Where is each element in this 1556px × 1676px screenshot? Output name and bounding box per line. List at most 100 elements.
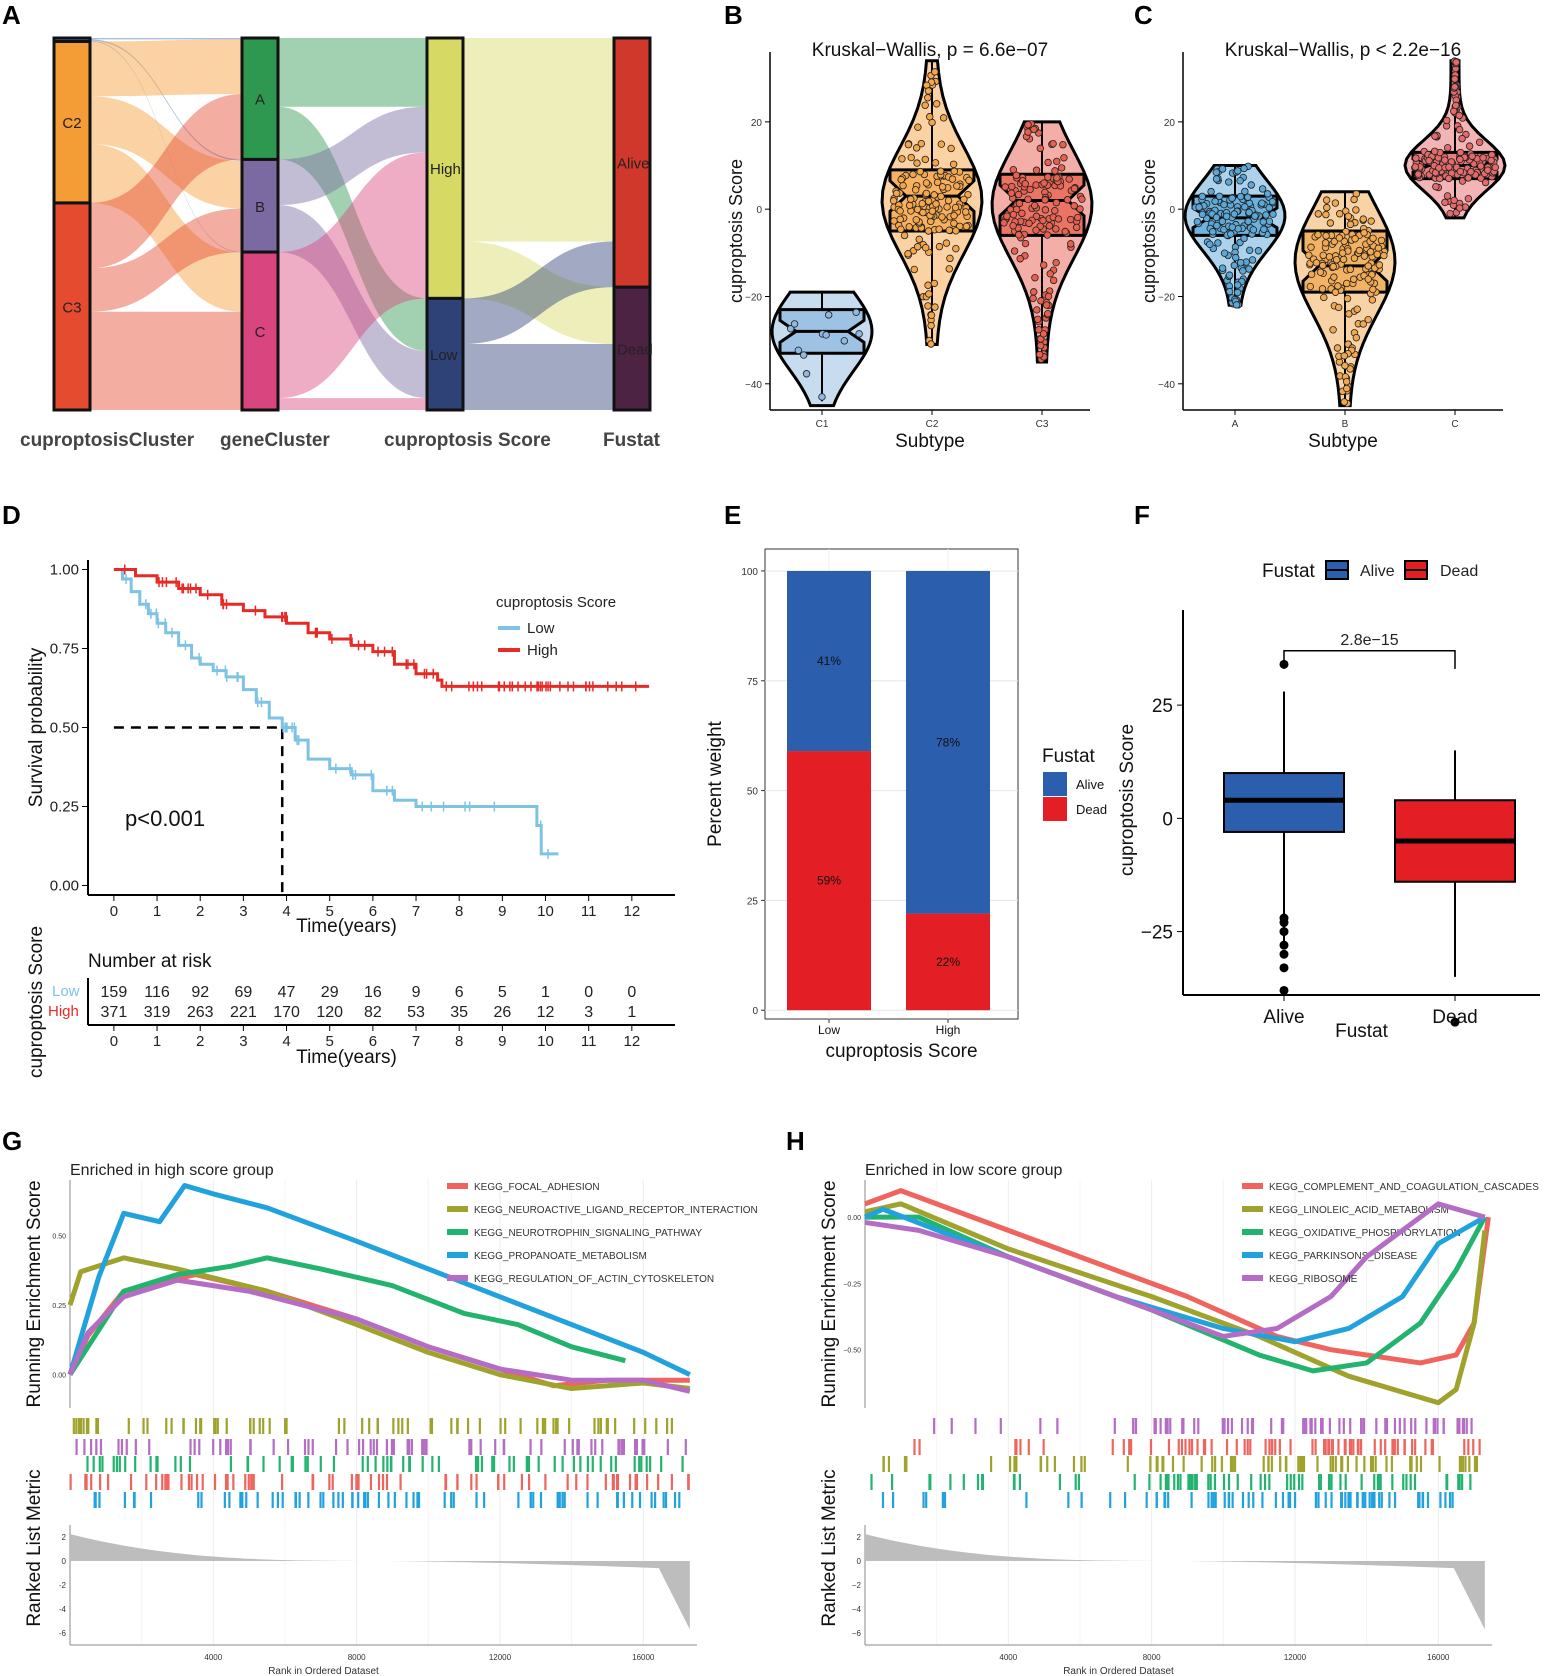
sankey-flow-18 — [463, 344, 614, 410]
jitter-point — [1032, 181, 1040, 189]
x-tick-label: 3 — [239, 903, 247, 920]
jitter-point — [1322, 232, 1330, 240]
jitter-point — [933, 178, 942, 187]
jitter-point — [1193, 217, 1202, 226]
jitter-point — [1359, 320, 1367, 328]
y-tick-label: 20 — [751, 118, 763, 129]
jitter-point — [1033, 306, 1041, 314]
legend-title: Fustat — [1042, 746, 1096, 767]
risk-y-axis-title: cuproptosis Score — [26, 926, 47, 1078]
es-tick-label: 0.00 — [52, 1373, 66, 1380]
jitter-point — [904, 250, 912, 258]
jitter-point — [1241, 203, 1249, 211]
jitter-point — [1059, 141, 1067, 149]
jitter-point — [922, 189, 931, 198]
survival-chart: 0.000.250.500.751.000 1 2 3 4 5 6 7 8 9 10 11 12Time… — [26, 560, 675, 1078]
x-tick-label: 16000 — [632, 1653, 655, 1662]
jitter-point — [1052, 225, 1060, 233]
x-tick-label: A — [1232, 419, 1239, 430]
jitter-point — [790, 320, 799, 328]
jitter-point — [1464, 174, 1473, 182]
jitter-point — [1316, 268, 1325, 276]
legend-swatch-alive — [1043, 772, 1067, 796]
chart-title: Enriched in low score group — [865, 1162, 1063, 1179]
y-tick-label: 50 — [747, 787, 759, 798]
x-tick-label: 16000 — [1427, 1653, 1450, 1662]
jitter-point — [1251, 212, 1259, 220]
y-tick-label: 0 — [1169, 205, 1175, 216]
x-tick-label: 7 — [412, 903, 420, 920]
y-tick-label: 0 — [756, 205, 762, 216]
sankey-flow-0 — [90, 38, 242, 40]
sankey-node-dead — [612, 285, 652, 412]
jitter-point — [1227, 230, 1235, 238]
jitter-point — [1040, 179, 1048, 187]
y-tick-label: 25 — [747, 896, 759, 907]
x-axis-title: Rank in Ordered Dataset — [1063, 1666, 1174, 1676]
risk-count-high: 3 — [584, 1004, 593, 1021]
jitter-point — [1060, 154, 1068, 162]
jitter-point — [1341, 361, 1349, 370]
risk-count-low: 0 — [584, 984, 593, 1001]
y-tick-label: −40 — [1158, 380, 1175, 391]
risk-count-high: 170 — [273, 1004, 300, 1021]
jitter-point — [1332, 256, 1341, 264]
jitter-point — [1051, 167, 1059, 175]
panel-label-f: F — [1134, 500, 1150, 530]
jitter-point — [896, 207, 904, 215]
jitter-point — [930, 191, 938, 199]
jitter-point — [1070, 202, 1078, 210]
y-axis-title: Running Enrichment Score — [24, 1180, 45, 1407]
jitter-point — [1230, 210, 1239, 218]
y-tick-label: −20 — [745, 292, 762, 303]
jitter-point — [965, 176, 973, 185]
jitter-point — [1014, 190, 1023, 199]
y-axis-title: cuproptosis Score — [726, 159, 746, 303]
jitter-point — [1464, 194, 1473, 203]
sankey-node-high — [425, 36, 465, 300]
jitter-point — [889, 197, 898, 205]
jitter-point — [852, 308, 860, 316]
jitter-point — [1443, 144, 1452, 152]
sankey-node-label: Alive — [617, 156, 650, 173]
chart-title: Kruskal−Wallis, p < 2.2e−16 — [1225, 40, 1461, 61]
sankey-flow-5 — [90, 143, 242, 312]
jitter-point — [936, 167, 945, 175]
legend-label: KEGG_REGULATION_OF_ACTIN_CYTOSKELETON — [474, 1274, 714, 1285]
jitter-point — [1247, 181, 1255, 189]
jitter-point — [1455, 204, 1464, 212]
metric-y-axis-title: Ranked List Metric — [24, 1469, 45, 1626]
jitter-point — [1009, 222, 1017, 230]
chart-title: Kruskal−Wallis, p = 6.6e−07 — [812, 40, 1048, 61]
jitter-point — [1220, 249, 1229, 257]
x-axis-title: Fustat — [1335, 1021, 1389, 1042]
risk-x-axis-title: Time(years) — [296, 1047, 397, 1068]
jitter-point — [1052, 198, 1061, 207]
jitter-point — [1031, 274, 1039, 282]
sankey-axis-label: cuproptosis Score — [384, 430, 551, 451]
legend-title: cuproptosis Score — [496, 594, 616, 611]
jitter-point — [1306, 282, 1315, 291]
ranked-metric-area — [70, 1534, 690, 1630]
ranked-metric-area — [865, 1534, 1485, 1630]
jitter-point — [1312, 259, 1321, 267]
jitter-point — [1377, 236, 1386, 245]
jitter-point — [1435, 164, 1443, 172]
jitter-point — [1245, 208, 1253, 217]
jitter-point — [1234, 167, 1242, 175]
bar-dead-high — [906, 913, 990, 1011]
y-tick-label: 20 — [1164, 118, 1176, 129]
jitter-point — [1041, 196, 1049, 204]
legend-label: KEGG_NEUROTROPHIN_SIGNALING_PATHWAY — [474, 1228, 702, 1239]
x-tick-label: 12000 — [489, 1653, 512, 1662]
legend-swatch-dead — [1043, 797, 1067, 821]
violin-chart-b: −40 −20 0 20 Kruskal−Wallis, p = 6.6e−07 Subt… — [726, 40, 1094, 452]
outlier-point — [1279, 949, 1289, 959]
jitter-point — [962, 208, 970, 216]
es-tick-label: 0.25 — [52, 1303, 66, 1310]
sankey-node-low — [425, 296, 465, 412]
jitter-point — [1039, 330, 1048, 338]
jitter-point — [1352, 206, 1360, 214]
risk-x-tick-label: 1 — [153, 1033, 161, 1050]
sankey-node-label: A — [255, 92, 265, 109]
